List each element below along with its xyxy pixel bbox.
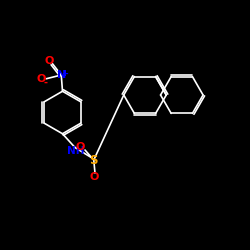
Text: -: - [43,78,47,88]
Text: S: S [90,154,98,166]
Text: O: O [36,74,46,84]
Text: N: N [57,70,66,80]
Text: NH: NH [68,146,85,156]
Text: O: O [44,56,54,66]
Text: O: O [90,172,99,182]
Text: O: O [76,142,85,152]
Text: +: + [61,68,68,78]
